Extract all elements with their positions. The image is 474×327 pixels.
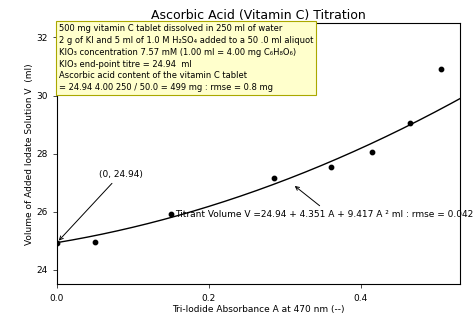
Point — [53, 240, 61, 245]
Point — [270, 176, 277, 181]
Y-axis label: Volume of Added Iodate Solution V  (ml): Volume of Added Iodate Solution V (ml) — [25, 63, 34, 245]
Text: 500 mg vitamin C tablet dissolved in 250 ml of water
2 g of KI and 5 ml of 1.0 M: 500 mg vitamin C tablet dissolved in 250… — [59, 24, 313, 92]
Point — [167, 212, 175, 217]
Point — [91, 239, 99, 244]
X-axis label: Tri-Iodide Absorbance A at 470 nm (--): Tri-Iodide Absorbance A at 470 nm (--) — [172, 305, 345, 314]
Text: Titrant Volume V =24.94 + 4.351 A + 9.417 A ² ml : rmse = 0.042 ml: Titrant Volume V =24.94 + 4.351 A + 9.41… — [175, 187, 474, 219]
Point — [407, 121, 414, 126]
Title: Ascorbic Acid (Vitamin C) Titration: Ascorbic Acid (Vitamin C) Titration — [151, 9, 366, 22]
Text: (0, 24.94): (0, 24.94) — [60, 169, 143, 240]
Point — [437, 67, 445, 72]
Point — [369, 150, 376, 155]
Point — [327, 164, 334, 169]
